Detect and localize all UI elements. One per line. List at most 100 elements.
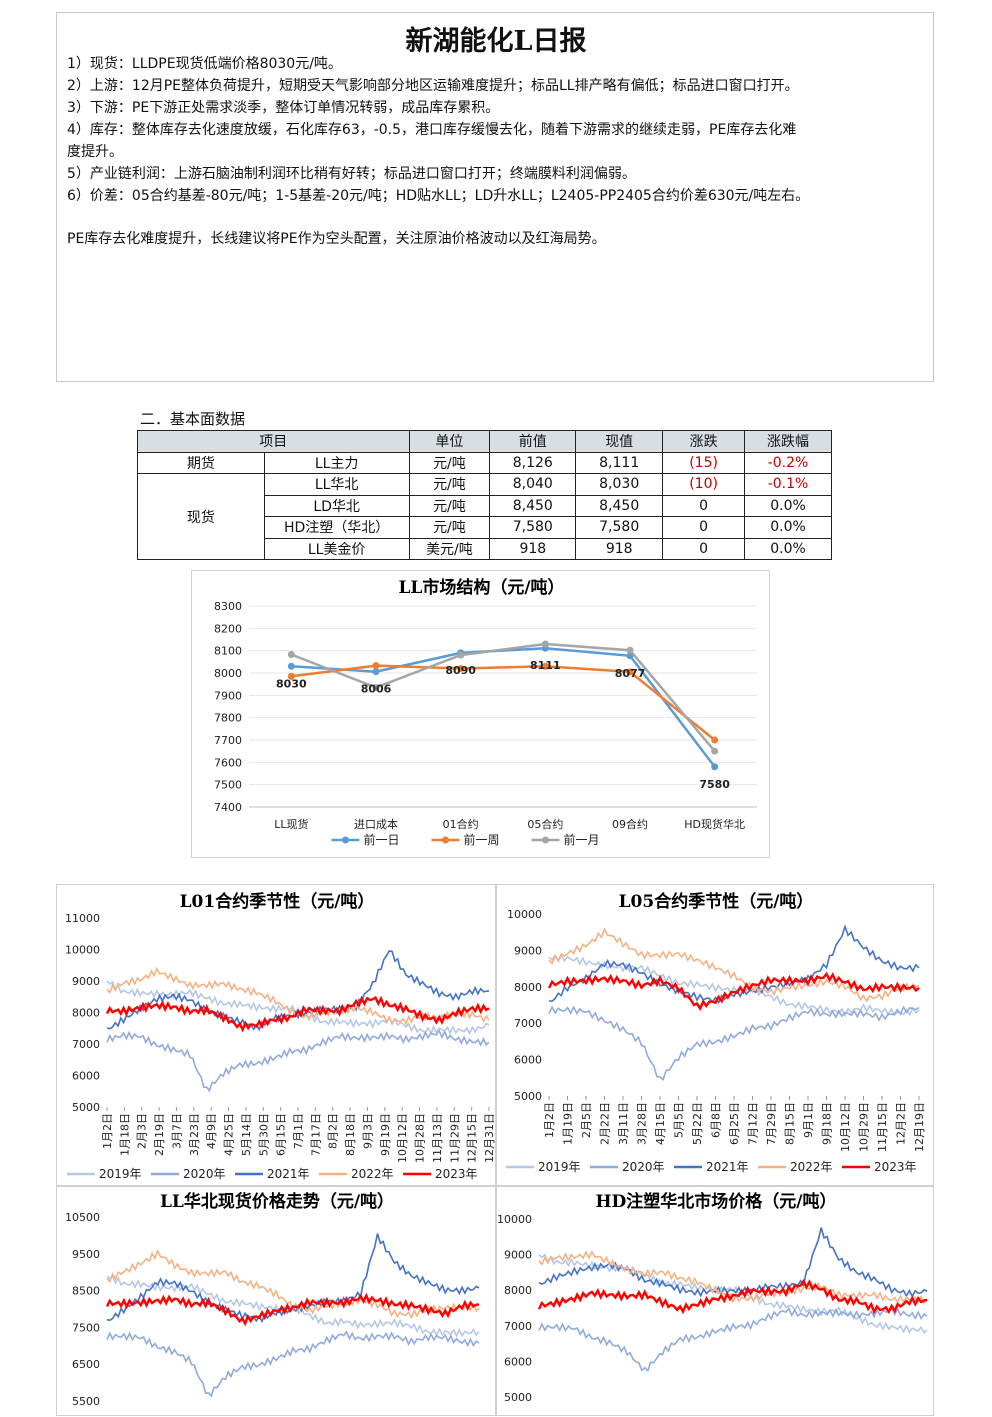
data-point [626,668,634,676]
row-prev: 8,126 [489,451,577,474]
header-pct: 涨跌幅 [744,430,832,453]
y-tick-label: 7000 [514,1017,542,1030]
data-label: 8111 [530,659,561,672]
series-line-2021年 [548,924,920,1005]
row-item: LL华北 [263,473,410,496]
summary-line-inventory: 4）库存：整体库存去化速度放缓，石化库存63，-0.5，港口库存缓慢去化，随着下… [67,122,797,138]
row-chg: 0 [662,537,746,560]
ll-north-spot-svg: LL华北现货价格走势（元/吨） 5500 6500 7500 8500 9500 10500 [65,1191,480,1408]
table-row: 现货 LL华北 元/吨 8,040 8,030 (10) -0.1% [137,473,832,560]
series-line-2022年 [548,927,920,1003]
x-tick-label: 4月25日 [223,1113,236,1156]
row-unit: 元/吨 [408,516,491,539]
data-label: 8006 [361,683,392,696]
row-unit: 元/吨 [408,451,491,474]
x-tick-label: 12月2日 [895,1102,908,1145]
y-tick-label: 9000 [72,975,100,988]
legend-label: 2020年 [622,1160,665,1174]
row-prev: 8,450 [489,494,577,517]
x-tick-label: 5月5日 [673,1102,686,1138]
series-line-2023年 [105,995,490,1033]
y-tick-label: 7500 [214,779,242,792]
x-tick-label: 8月18日 [344,1113,357,1156]
y-tick-label: 8000 [72,1007,100,1020]
x-tick-label: 9月1日 [802,1102,815,1138]
y-tick-label: 10000 [65,944,100,957]
row-chg: (15) [662,451,746,474]
legend-label: 前一日 [364,832,400,847]
x-tick-label: 1月18日 [118,1113,131,1156]
legend-marker [342,836,349,844]
y-tick-label: 6000 [72,1070,100,1083]
x-tick-label: 9月3日 [361,1113,374,1149]
y-tick-label: 9500 [72,1248,100,1261]
table-row: HD注塑（华北） 元/吨 7,580 7,580 0 0.0% [138,516,832,539]
row-pct: -0.2% [744,451,832,474]
row-chg: (10) [662,473,746,496]
x-tick-label: 10月28日 [414,1113,427,1163]
data-point [541,662,549,670]
l05-seasonal-chart: L05合约季节性（元/吨） 5000 6000 7000 8000 9000 10000 1月… [496,884,934,1186]
y-tick-label: 7600 [214,756,242,769]
row-pct: 0.0% [744,537,832,560]
x-tick-label: 3月7日 [170,1113,183,1149]
x-tick-label: 3月28日 [636,1102,649,1145]
summary-line-downstream: 3）下游：PE下游正处需求淡季，整体订单情况转弱，成品库存累积。 [67,100,500,116]
row-item: LL主力 [263,451,410,474]
summary-box: 新湖能化L日报 1）现货：LLDPE现货低端价格8030元/吨。 2）上游：12… [56,12,934,382]
row-chg: 0 [662,516,746,539]
row-chg: 0 [662,494,746,517]
legend-label: 2021年 [706,1160,749,1174]
x-category-label: 进口成本 [354,817,398,831]
y-tick-label: 6500 [72,1358,100,1371]
y-tick-label: 10000 [507,908,542,921]
data-point [711,747,719,755]
group-futures: 期货 [137,451,265,474]
x-tick-label: 5月14日 [240,1113,253,1156]
data-point [626,646,634,654]
summary-line-conclusion: PE库存去化难度提升，长线建议将PE作为空头配置，关注原油价格波动以及红海局势。 [67,231,606,247]
x-tick-label: 3月11日 [617,1102,630,1145]
y-tick-label: 6000 [514,1054,542,1067]
data-point [457,665,465,673]
series-line-前一日 [291,646,716,768]
section-heading: 二．基本面数据 [140,410,246,428]
y-tick-label: 8000 [504,1284,532,1297]
x-tick-label: 10月12日 [396,1113,409,1163]
ll-north-spot-chart: LL华北现货价格走势（元/吨） 5500 6500 7500 8500 9500 10500 [56,1186,496,1416]
row-item: LL美金价 [263,537,410,560]
l01-seasonal-chart: L01合约季节性（元/吨） 5000 6000 7000 8000 9000 10000 11… [56,884,496,1186]
legend-marker [442,836,449,844]
y-tick-label: 8000 [214,667,242,680]
x-tick-label: 7月29日 [765,1102,778,1145]
x-tick-label: 1月2日 [543,1102,556,1138]
row-curr: 7,580 [575,516,664,539]
data-point [372,684,380,692]
row-curr: 8,030 [575,473,664,496]
row-prev: 8,040 [489,473,577,496]
chart-title: L05合约季节性（元/吨） [619,891,814,912]
header-chg: 涨跌 [662,430,746,453]
chart-title: LL市场结构（元/吨） [398,577,564,598]
x-tick-label: 5月22日 [691,1102,704,1145]
x-tick-label: 10月29日 [858,1102,871,1152]
chart-title: HD注塑华北市场价格（元/吨） [595,1191,836,1212]
series-line-2021年 [106,950,490,1032]
header-unit: 单位 [408,430,491,453]
data-label: 8090 [445,664,476,677]
x-tick-label: 7月1日 [292,1113,305,1149]
row-unit: 美元/吨 [408,537,491,560]
summary-line-upstream: 2）上游：12月PE整体负荷提升，短期受天气影响部分地区运输难度提升；标品LL排… [67,78,799,94]
series-line-2020年 [538,1306,928,1373]
x-tick-label: 1月19日 [562,1102,575,1145]
series-line-2023年 [105,1292,480,1327]
x-tick-label: 2月5日 [580,1102,593,1138]
x-tick-label: 11月13日 [431,1113,444,1163]
legend-label: 2023年 [874,1160,917,1174]
y-tick-label: 10000 [497,1213,532,1226]
series-line-2019年 [548,953,920,1018]
y-tick-label: 5000 [72,1101,100,1114]
series-line-2020年 [106,1029,490,1093]
row-item: HD注塑（华北） [263,516,410,539]
legend-label: 2019年 [538,1160,581,1174]
